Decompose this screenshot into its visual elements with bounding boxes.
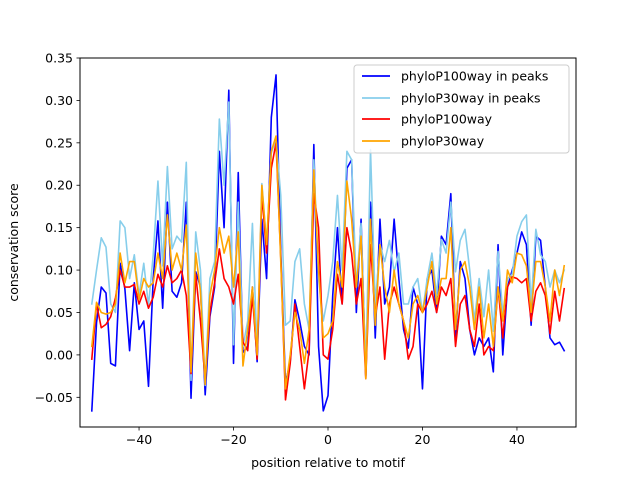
- y-tick-label: 0.00: [45, 347, 73, 362]
- y-axis-label: conservation score: [6, 183, 21, 302]
- x-tick-label: −40: [126, 432, 152, 447]
- legend-label-phylop100-peaks: phyloP100way in peaks: [401, 69, 548, 84]
- y-tick-label: 0.15: [45, 220, 73, 235]
- x-axis: −40 −20 0 20 40: [126, 427, 525, 447]
- series-line-phylop100-peaks: [90, 74, 566, 412]
- legend: phyloP100way in peaks phyloP30way in pea…: [353, 64, 570, 154]
- series-line-phylop30: [90, 135, 566, 390]
- legend-label-phylop30: phyloP30way: [401, 134, 485, 149]
- legend-label-phylop100: phyloP100way: [401, 112, 493, 127]
- y-tick-label: 0.10: [45, 263, 73, 278]
- x-tick-label: −20: [220, 432, 246, 447]
- y-tick-label: 0.20: [45, 178, 73, 193]
- y-tick-label: 0.35: [45, 51, 73, 66]
- y-tick-label: 0.30: [45, 93, 73, 108]
- series-layer: [90, 74, 566, 412]
- y-tick-label: 0.05: [45, 305, 73, 320]
- x-tick-label: 40: [509, 432, 525, 447]
- x-axis-label: position relative to motif: [251, 455, 405, 470]
- legend-box: [353, 64, 570, 154]
- series-line-phylop100: [90, 142, 566, 401]
- x-tick-label: 20: [415, 432, 431, 447]
- series-line-phylop30-peaks: [90, 101, 566, 387]
- x-tick-label: 0: [324, 432, 332, 447]
- legend-label-phylop30-peaks: phyloP30way in peaks: [401, 91, 540, 106]
- y-axis: −0.05 0.00 0.05 0.10 0.15 0.20 0.25 0.30 0.35: [35, 51, 80, 405]
- y-tick-label: −0.05: [35, 390, 73, 405]
- y-tick-label: 0.25: [45, 135, 73, 150]
